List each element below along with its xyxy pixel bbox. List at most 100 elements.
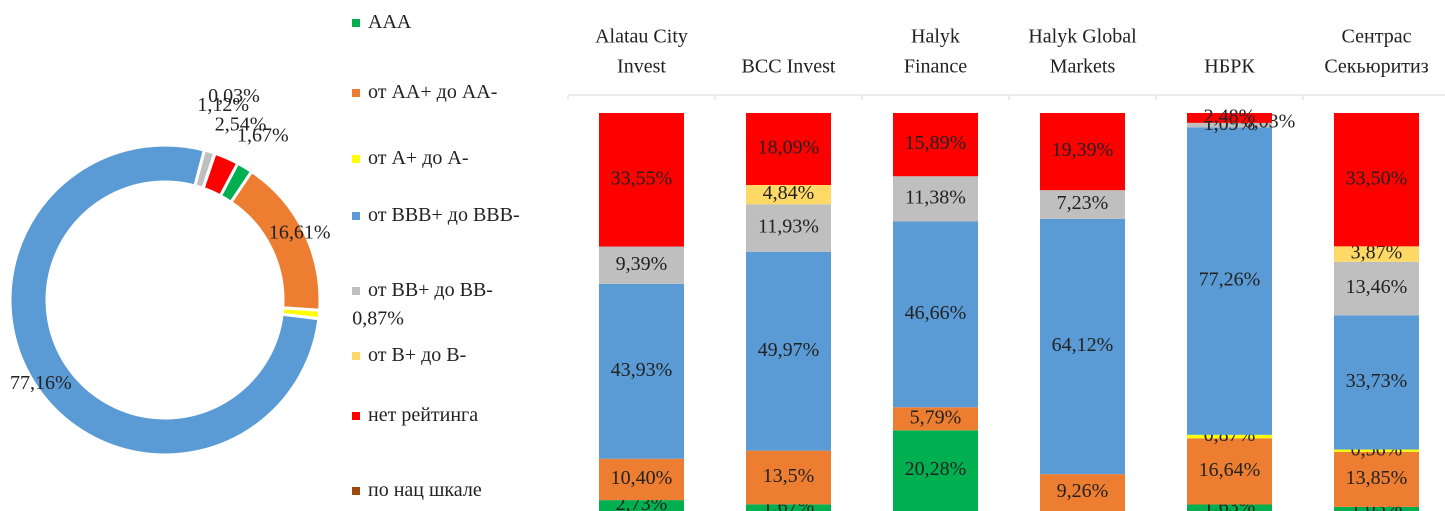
bar-segment [1334, 449, 1419, 452]
bar-label: 20,28% [905, 458, 967, 480]
bar-segment [1334, 451, 1419, 507]
bar-segment [1040, 113, 1125, 191]
bar-label: 64,12% [1052, 334, 1114, 356]
bar-label: 43,93% [611, 359, 673, 381]
donut-label: 1,67% [237, 125, 289, 147]
bar-segment [1334, 261, 1419, 316]
legend-label: от A+ до A- [368, 147, 469, 169]
bar-label: 9,39% [616, 253, 668, 275]
x-tick-label: Секьюритиз [1324, 56, 1428, 78]
bar-segment [1187, 122, 1272, 128]
donut-label: 16,61% [269, 222, 331, 244]
x-tick-label: Invest [617, 56, 666, 78]
bar-label: 13,85% [1346, 467, 1408, 489]
x-tick-label: НБРК [1204, 56, 1255, 78]
legend-item: от BBB+ до BBB- [352, 204, 552, 226]
donut-label: 0,03% [208, 85, 260, 107]
bar-segment [599, 500, 684, 511]
bar-label: 19,39% [1052, 139, 1114, 161]
x-tick-label: Halyk [911, 26, 960, 48]
bar-segment [893, 221, 978, 408]
bar-segment [746, 450, 831, 505]
bar-label: 11,93% [758, 216, 819, 238]
bar-segment [1187, 127, 1272, 435]
bar-label: 3,87% [1351, 242, 1403, 264]
legend-label: нет рейтинга [368, 404, 479, 426]
bar-label: 13,46% [1346, 276, 1408, 298]
x-tick-label: BCC Invest [742, 56, 836, 78]
bar-label: 5,79% [910, 406, 962, 428]
bar-segment [1334, 113, 1419, 247]
bar-segment [1040, 190, 1125, 219]
bar-segment [599, 246, 684, 284]
legend-item: от BB+ до BB- [352, 279, 552, 301]
bar-segment [1334, 246, 1419, 262]
bar-segment [893, 113, 978, 177]
bar-label: 2,48% [1204, 106, 1256, 128]
bar-segment [746, 184, 831, 205]
bar-label: 9,26% [1057, 480, 1109, 502]
bar-segment [1040, 474, 1125, 511]
bar-label: 33,55% [611, 167, 673, 189]
bar-label: 10,40% [611, 467, 673, 489]
bar-segment [746, 504, 831, 511]
donut-slice [8, 143, 321, 457]
bar-segment [893, 430, 978, 511]
donut-slice [201, 151, 240, 198]
bar-segment [599, 458, 684, 501]
bar-segment [1334, 315, 1419, 450]
bar-segment [1187, 434, 1272, 439]
legend-label: от BBB+ до BBB- [368, 204, 520, 226]
legend-swatch [352, 487, 360, 496]
bar-segment [746, 251, 831, 451]
legend-swatch [352, 89, 360, 98]
legend-item: от AA+ до AA- [352, 81, 552, 103]
legend-swatch [352, 352, 360, 361]
bar-label: 33,50% [1346, 167, 1408, 189]
bar-segment [1187, 504, 1272, 511]
bar-label: 18,09% [758, 137, 820, 159]
x-tick-label: Сентрас [1342, 26, 1412, 48]
x-tick-label: Alatau City [595, 26, 688, 48]
bar-segment [1334, 506, 1419, 511]
x-tick-label: Halyk Global [1028, 26, 1137, 48]
legend-swatch [352, 412, 360, 421]
bar-segment [1040, 218, 1125, 475]
bar-segment [893, 176, 978, 222]
bar-label: 46,66% [905, 302, 967, 324]
bar-label: 7,23% [1057, 192, 1109, 214]
bar-label: 13,5% [763, 465, 815, 487]
bar-label: 16,64% [1199, 459, 1261, 481]
bar-segment [746, 204, 831, 252]
donut-label: 1,12% [197, 94, 249, 116]
legend-item: от A+ до A- [352, 147, 552, 169]
x-tick-label: Finance [904, 56, 967, 78]
legend-swatch [352, 155, 360, 164]
donut-label: 0,87% [352, 308, 404, 330]
bar-segment [893, 407, 978, 431]
bar-segment [599, 113, 684, 247]
legend-swatch [352, 19, 360, 28]
legend-label: от AA+ до AA- [368, 81, 498, 103]
bar-label: 77,26% [1199, 269, 1261, 291]
legend-item: AAA [352, 11, 552, 33]
legend-label: от B+ до B- [368, 344, 467, 366]
x-tick-label: Markets [1050, 56, 1116, 78]
donut-label: 77,16% [10, 372, 72, 394]
legend-label: по нац шкале [368, 479, 482, 501]
legend-swatch [352, 212, 360, 221]
bar-label: 15,89% [905, 132, 967, 154]
legend-item: от B+ до B- [352, 344, 552, 366]
bar-label: 49,97% [758, 339, 820, 361]
donut-label: 2,54% [215, 113, 267, 135]
bar-label: 33,73% [1346, 370, 1408, 392]
bar-segment [1187, 113, 1272, 123]
bar-label: 11,38% [905, 186, 966, 208]
legend-item: нет рейтинга [352, 404, 552, 426]
legend-label: AAA [368, 11, 412, 33]
bar-segment [746, 113, 831, 185]
bar-segment [1187, 438, 1272, 505]
legend-swatch [352, 287, 360, 296]
